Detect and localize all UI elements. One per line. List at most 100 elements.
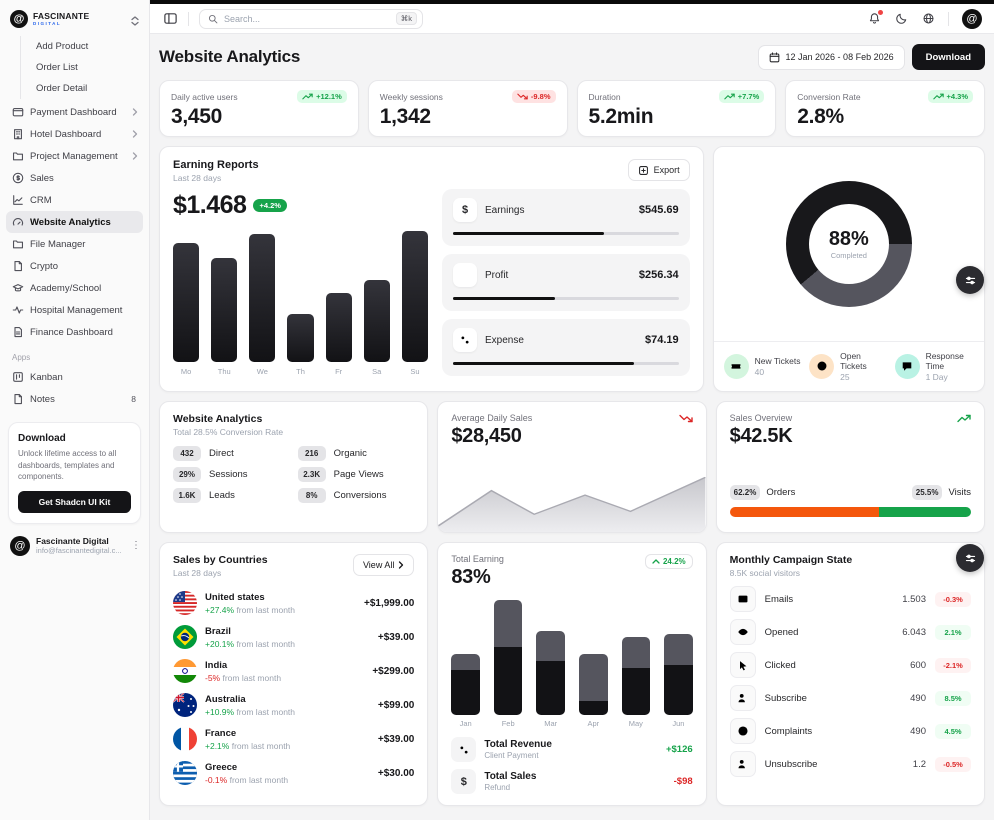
- language-globe-icon[interactable]: [921, 12, 935, 26]
- sidebar-item-notes[interactable]: Notes 8: [6, 388, 143, 410]
- wa-metric-page-views: 2.3K Page Views: [297, 467, 415, 482]
- te-label: Total Earning: [451, 554, 504, 564]
- sales-by-countries-card: Sales by Countries Last 28 days View All…: [159, 542, 429, 806]
- wa-metric-sessions: 29% Sessions: [173, 467, 290, 482]
- wa-metric-organic: 216 Organic: [297, 446, 415, 461]
- sidebar-item-kanban[interactable]: Kanban: [6, 366, 143, 388]
- visits-label: Visits: [948, 487, 971, 498]
- account-footer[interactable]: @ Fascinante Digital info@fascinantedigi…: [6, 530, 143, 562]
- total-earning-stacked-chart: [451, 597, 693, 715]
- chevrons-up-down-icon[interactable]: [131, 16, 139, 26]
- sidebar-nav: Payment Dashboard Hotel Dashboard Project …: [6, 101, 143, 343]
- user-avatar[interactable]: @: [962, 8, 982, 29]
- calendar-icon: [769, 51, 780, 63]
- sidebar-item-order-detail[interactable]: Order Detail: [36, 83, 88, 94]
- ticket-stat-open-tickets: Open Tickets 25: [809, 351, 888, 382]
- campaign-value: 490: [910, 725, 926, 737]
- sidebar-item-file-manager[interactable]: File Manager: [6, 233, 143, 255]
- dollar-icon: $: [451, 769, 477, 794]
- earning-total: $1.468: [173, 191, 247, 219]
- earning-stats: $ Earnings $545.69 Profit $256.34 Expens…: [442, 189, 690, 376]
- user-minus-icon: [729, 751, 756, 777]
- stat-earnings: $ Earnings $545.69: [442, 189, 690, 246]
- campaign-change-badge: 2.1%: [935, 624, 971, 640]
- download-card-title: Download: [18, 433, 66, 444]
- country-row-au: Australia +10.9% from last month +$99.00: [173, 688, 414, 722]
- sidebar-item-crm[interactable]: CRM: [6, 189, 143, 211]
- earnings-bar-chart: [173, 230, 428, 362]
- earnings-bar-label: We: [256, 367, 268, 376]
- country-row-br: Brazil +20.1% from last month +$39.00: [173, 620, 414, 654]
- brand-subtitle: DIGITAL: [33, 21, 62, 26]
- sidebar-item-project-management[interactable]: Project Management: [6, 145, 143, 167]
- trend-up-icon: [302, 93, 313, 100]
- wa-metrics: 432 Direct 29% Sessions 1.6K Leads 216 O…: [173, 446, 414, 503]
- earnings-bar-label: Su: [410, 367, 420, 376]
- tickets-card: 88% Completed New Tickets 40 Open Tickets…: [712, 146, 985, 392]
- search-input[interactable]: [224, 13, 390, 24]
- kpi-change-badge: +12.1%: [297, 90, 347, 103]
- sidebar-item-crypto[interactable]: Crypto: [6, 255, 143, 277]
- campaign-value: 1.2: [912, 758, 926, 770]
- te-stacked-bar: [621, 637, 651, 715]
- wa-card-title: Website Analytics: [173, 413, 263, 425]
- earnings-chart-labels: Mo Thu We Th Fr Sa Su: [173, 367, 428, 376]
- sidebar-toggle-icon[interactable]: [162, 11, 178, 27]
- sidebar-item-add-product[interactable]: Add Product: [36, 41, 89, 52]
- country-row-in: India -5% from last month +$299.00: [173, 654, 414, 688]
- country-row-gr: Greece -0.1% from last month +$30.00: [173, 756, 414, 790]
- search-box[interactable]: ⌘k: [199, 8, 423, 29]
- cap-icon: [12, 282, 24, 294]
- account-menu-icon[interactable]: ⋮: [131, 540, 141, 552]
- country-amount: +$299.00: [372, 665, 415, 677]
- sidebar-item-payment-dashboard[interactable]: Payment Dashboard: [6, 101, 143, 123]
- gauge-icon: [12, 216, 24, 228]
- wa-card-subtitle: Total 28.5% Conversion Rate: [173, 427, 284, 437]
- sidebar-item-order-list[interactable]: Order List: [36, 62, 78, 73]
- br-flag-icon: [173, 625, 197, 649]
- sidebar-subitems: Add Product Order List Order Detail: [20, 36, 143, 99]
- chat-icon: [894, 353, 920, 379]
- brand[interactable]: @ FASCINANTE DIGITAL: [6, 8, 143, 36]
- percent-icon: [451, 737, 477, 762]
- sidebar-item-academy-school[interactable]: Academy/School: [6, 277, 143, 299]
- dark-mode-moon-icon[interactable]: [894, 12, 908, 26]
- date-range-picker[interactable]: 12 Jan 2026 - 08 Feb 2026: [757, 44, 905, 70]
- earning-reports-subtitle: Last 28 days: [173, 173, 222, 183]
- customizer-button[interactable]: [956, 266, 984, 294]
- total-earning-card: Total Earning 83% 24.2% Ja: [437, 542, 707, 806]
- get-ui-kit-button[interactable]: Get Shadcn UI Kit: [18, 490, 131, 513]
- file-icon: [12, 393, 24, 405]
- in-flag-icon: [173, 659, 197, 683]
- trend-up-icon: [724, 93, 735, 100]
- te-row-total-revenue: Total Revenue Client Payment +$126: [451, 737, 693, 762]
- kpi-card-conversion-rate: Conversion Rate +4.3% 2.8%: [785, 80, 985, 137]
- notifications-bell-icon[interactable]: [867, 9, 883, 26]
- customizer-button[interactable]: [956, 544, 984, 572]
- export-button[interactable]: Export: [627, 159, 690, 181]
- folder-icon: [12, 238, 24, 250]
- us-flag-icon: [173, 591, 197, 615]
- download-card: Download Unlock lifetime access to all d…: [8, 422, 141, 524]
- earnings-bar-label: Mo: [180, 367, 192, 376]
- view-all-button[interactable]: View All: [352, 554, 415, 576]
- wallet-icon: [12, 106, 24, 118]
- sidebar-item-finance-dashboard[interactable]: Finance Dashboard: [6, 321, 143, 343]
- sidebar-item-website-analytics[interactable]: Website Analytics: [6, 211, 143, 233]
- sidebar-item-sales[interactable]: Sales: [6, 167, 143, 189]
- country-amount: +$39.00: [377, 733, 415, 745]
- campaign-change-badge: -0.5%: [935, 756, 971, 772]
- te-row-total-sales: $ Total Sales Refund -$98: [451, 769, 693, 794]
- te-bar-label: Mar: [544, 719, 558, 728]
- sidebar-item-hotel-dashboard[interactable]: Hotel Dashboard: [6, 123, 143, 145]
- kpi-change-badge: +4.3%: [927, 90, 973, 103]
- countries-list: United states +27.4% from last month +$1…: [173, 586, 414, 790]
- folder-icon: [12, 150, 24, 162]
- download-button[interactable]: Download: [911, 44, 985, 70]
- sidebar-item-hospital-management[interactable]: Hospital Management: [6, 299, 143, 321]
- dollar-icon: $: [453, 198, 477, 222]
- country-amount: +$30.00: [377, 767, 415, 779]
- gr-flag-icon: [173, 761, 197, 785]
- country-row-us: United states +27.4% from last month +$1…: [173, 586, 414, 620]
